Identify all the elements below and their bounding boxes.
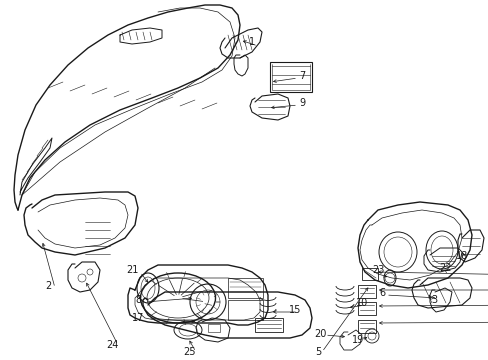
- Text: 23: 23: [371, 265, 384, 275]
- Text: 10: 10: [355, 298, 367, 308]
- Bar: [227, 278, 263, 298]
- Text: 15: 15: [288, 305, 301, 315]
- Text: 21: 21: [125, 265, 138, 275]
- Text: 6: 6: [378, 288, 384, 298]
- Bar: [357, 320, 375, 333]
- Text: 20: 20: [313, 329, 325, 339]
- Bar: [254, 318, 283, 332]
- Text: 25: 25: [183, 347, 196, 357]
- Bar: [207, 324, 220, 332]
- Bar: [357, 302, 375, 315]
- Bar: [361, 268, 377, 280]
- Text: 3: 3: [430, 295, 436, 305]
- Text: 19: 19: [351, 335, 364, 345]
- Bar: [269, 62, 311, 92]
- Text: 8: 8: [135, 295, 141, 305]
- Bar: [227, 300, 263, 320]
- Text: 2: 2: [45, 281, 51, 291]
- Text: 7: 7: [298, 71, 305, 81]
- Text: 9: 9: [298, 98, 305, 108]
- Text: 1: 1: [248, 37, 255, 47]
- Bar: [357, 285, 375, 298]
- Text: 18: 18: [455, 251, 467, 261]
- Text: 24: 24: [105, 340, 118, 350]
- Text: 22: 22: [439, 263, 451, 273]
- Text: 17: 17: [132, 313, 144, 323]
- Text: 5: 5: [314, 347, 321, 357]
